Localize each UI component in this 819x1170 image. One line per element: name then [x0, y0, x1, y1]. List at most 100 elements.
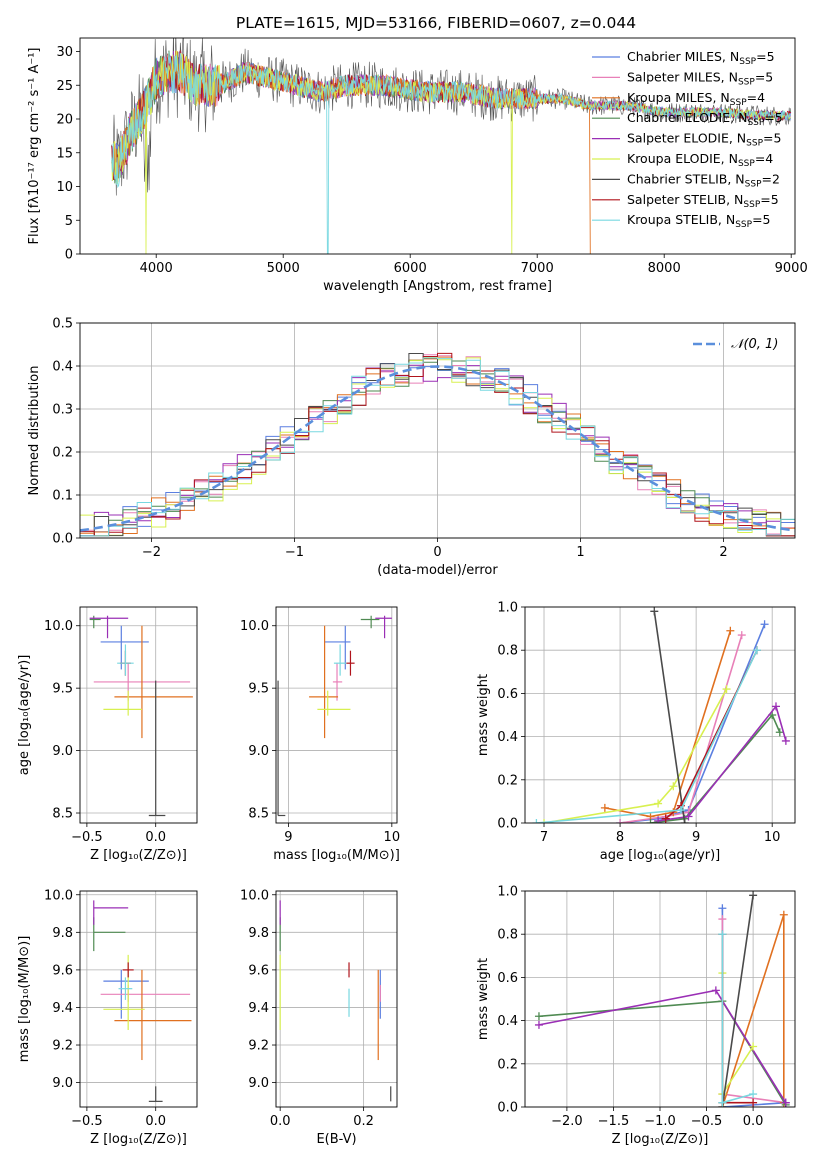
y-tick-label: 0.2 [52, 446, 73, 461]
axes-frame [275, 606, 398, 824]
figure-title: PLATE=1615, MJD=53166, FIBERID=0607, z=0… [236, 14, 636, 32]
y-tick-label: 10.0 [240, 619, 269, 634]
spectrum-chabrier-stelib [111, 38, 791, 196]
weight-marker [718, 930, 727, 939]
weight-line [721, 895, 754, 1107]
age-vs-mass-axes [272, 607, 397, 827]
legend-label: Kroupa MILES, NSSP=4 [627, 90, 765, 108]
weight-marker [781, 736, 790, 745]
age-vs-mass-points [277, 615, 392, 817]
weight-line [620, 623, 766, 823]
y-tick-label: 1.0 [497, 601, 518, 616]
y-tick-label: 10 [56, 180, 73, 195]
weight-marker [781, 1098, 790, 1107]
y-tick-label: 9.8 [248, 926, 269, 941]
x-tick-label: 0.0 [145, 830, 166, 845]
x-tick-label: −1.0 [644, 1114, 676, 1129]
histogram-salpeter-stelib [80, 352, 795, 537]
y-axis-label: mass [log₁₀(M/M⊙)] [17, 936, 32, 1063]
y-tick-label: 8.5 [52, 807, 73, 822]
x-axis-label: Z [log₁₀(Z/Z⊙)] [90, 1132, 187, 1147]
x-tick-label: −1 [285, 545, 304, 560]
weight-line [650, 713, 781, 823]
weight-marker [760, 620, 769, 629]
y-tick-label: 10.0 [44, 619, 73, 634]
weight-marker [650, 607, 659, 616]
x-tick-label: 1 [576, 545, 584, 560]
weight-marker [775, 728, 784, 737]
y-tick-label: 9.6 [248, 963, 269, 978]
y-tick-label: 9.0 [52, 744, 73, 759]
x-tick-label: 5000 [267, 261, 300, 276]
axes-frame [524, 890, 796, 1108]
x-axis-label: age [log₁₀(age/yr)] [600, 848, 721, 863]
x-axis-label: E(B-V) [316, 1132, 356, 1147]
x-tick-label: 10 [384, 830, 401, 845]
x-tick-label: 8000 [648, 261, 681, 276]
y-axis-label: age [log₁₀(age/yr)] [17, 655, 32, 776]
y-tick-label: 0.2 [497, 773, 518, 788]
axes-frame [524, 606, 796, 824]
weight-marker [726, 626, 735, 635]
y-tick-label: 9.2 [248, 1039, 269, 1054]
x-tick-label: 10 [764, 830, 781, 845]
gaussian-curve [80, 365, 795, 532]
histogram-kroupa-stelib [80, 357, 795, 537]
x-tick-label: 0 [433, 545, 441, 560]
y-tick-label: 9.0 [52, 1076, 73, 1091]
legend-label: Chabrier STELIB, NSSP=2 [627, 171, 780, 189]
x-tick-label: 7 [540, 830, 548, 845]
legend-label: Chabrier MILES, NSSP=5 [627, 49, 775, 67]
weight-marker [722, 685, 731, 694]
y-tick-label: 10.0 [240, 888, 269, 903]
x-tick-label: 0.0 [145, 1114, 166, 1129]
histogram-chabrier-stelib [80, 353, 795, 537]
x-tick-label: −2.0 [551, 1114, 583, 1129]
x-tick-label: −1.5 [598, 1114, 630, 1129]
y-tick-label: 0 [65, 248, 73, 263]
legend-label: Kroupa ELODIE, NSSP=4 [627, 151, 773, 169]
weight-marker [718, 1098, 727, 1107]
x-tick-label: 0.2 [353, 1114, 374, 1129]
y-tick-label: 1.0 [497, 885, 518, 900]
legend-label: Salpeter ELODIE, NSSP=5 [627, 131, 781, 149]
x-tick-label: 0.0 [270, 1114, 291, 1129]
weight-marker [684, 812, 693, 821]
x-axis-label: Z [log₁₀(Z/Z⊙)] [612, 1132, 709, 1147]
axes-frame [79, 890, 198, 1108]
weight-marker [771, 702, 780, 711]
y-tick-label: 0.4 [497, 1014, 518, 1029]
legend-label: 𝒩(0, 1) [731, 337, 778, 352]
weight-line [543, 688, 728, 823]
x-axis-label: wavelength [Angstrom, rest frame] [323, 279, 552, 294]
y-tick-label: 15 [56, 146, 73, 161]
weight-marker [752, 646, 761, 655]
weight-marker [616, 819, 625, 823]
weight-marker [532, 819, 541, 823]
y-axis-label: mass weight [476, 958, 491, 1040]
y-axis-label: mass weight [476, 674, 491, 756]
weight-marker [534, 1020, 543, 1029]
weight-marker [749, 891, 758, 900]
x-tick-label: 4000 [140, 261, 173, 276]
weight-marker [737, 631, 746, 640]
y-tick-label: 0.1 [52, 489, 73, 504]
weight-marker [540, 819, 549, 823]
weight-vs-Z-lines [534, 891, 790, 1107]
legend-label: Salpeter MILES, NSSP=5 [627, 69, 773, 87]
y-tick-label: 9.5 [52, 682, 73, 697]
y-tick-label: 9.8 [52, 926, 73, 941]
y-tick-label: 30 [56, 45, 73, 60]
spectrum-kroupa-stelib [111, 52, 792, 254]
y-tick-label: 0.2 [497, 1057, 518, 1072]
x-tick-label: 2 [719, 545, 727, 560]
y-tick-label: 0.0 [52, 532, 73, 547]
y-tick-label: 0.6 [497, 687, 518, 702]
y-tick-label: 9.4 [248, 1001, 269, 1016]
mass-vs-Z-points [93, 900, 192, 1102]
x-tick-label: 9 [284, 830, 292, 845]
weight-marker [749, 1090, 758, 1099]
weight-marker [669, 782, 678, 791]
y-tick-label: 0.4 [52, 360, 73, 375]
